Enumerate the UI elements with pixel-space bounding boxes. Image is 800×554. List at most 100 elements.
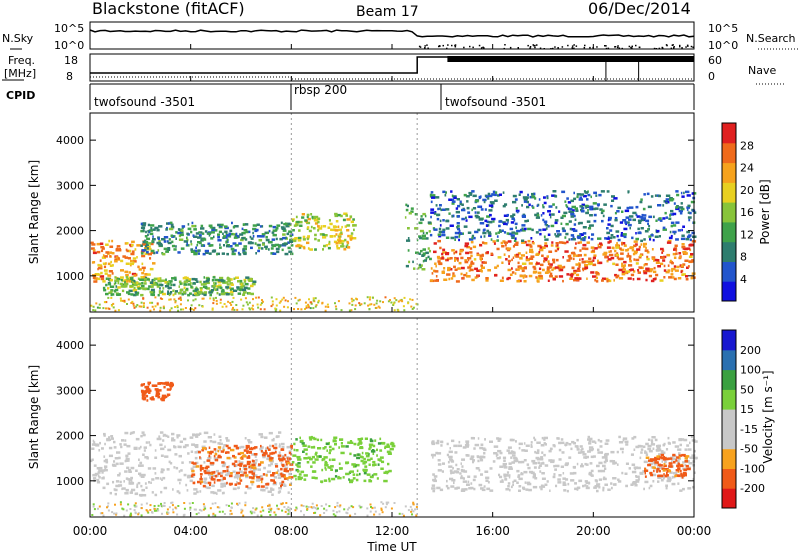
power-cell	[518, 193, 521, 196]
power-cell	[514, 272, 517, 275]
velocity-ground-cell	[98, 505, 101, 508]
velocity-cell	[657, 480, 660, 483]
power-cell	[599, 208, 603, 211]
velocity-colorbar-swatch	[722, 448, 736, 469]
power-cell	[548, 213, 551, 216]
power-ground-cell	[415, 302, 418, 305]
power-cell	[445, 236, 450, 239]
velocity-cell	[253, 475, 255, 478]
power-cell	[503, 214, 509, 217]
power-cell	[629, 206, 634, 209]
power-cell	[166, 226, 168, 230]
power-cell	[428, 230, 431, 233]
velocity-cell	[154, 472, 157, 475]
power-cell	[264, 245, 268, 249]
velocity-cell	[446, 442, 449, 446]
power-cell	[239, 288, 242, 292]
nsearch-label: N.Search	[746, 32, 796, 45]
power-ground-cell	[135, 305, 138, 308]
power-cell	[230, 290, 234, 294]
power-cell	[135, 293, 139, 296]
velocity-cell	[644, 450, 647, 453]
power-cell	[668, 276, 673, 279]
velocity-cell	[544, 483, 548, 486]
power-cell	[646, 268, 650, 271]
power-cell	[665, 198, 670, 201]
velocity-cell	[580, 463, 583, 466]
nsearch-point	[447, 44, 449, 46]
velocity-cell	[300, 439, 304, 443]
velocity-cell	[587, 435, 590, 439]
velocity-cell	[462, 477, 465, 480]
nsearch-point	[463, 46, 465, 49]
power-cell	[507, 259, 511, 263]
power-cell	[669, 259, 672, 263]
velocity-ground-cell	[274, 513, 277, 516]
velocity-cell	[108, 454, 113, 458]
velocity-ground-cell	[170, 501, 173, 504]
power-cell	[322, 225, 327, 228]
velocity-cell	[280, 472, 283, 476]
power-cell	[474, 276, 478, 279]
power-cell	[199, 291, 203, 294]
power-cell	[243, 278, 247, 282]
velocity-ground-cell	[374, 510, 377, 513]
velocity-ground-cell	[238, 502, 241, 505]
velocity-ground-cell	[129, 508, 132, 510]
power-cell	[628, 269, 632, 272]
power-cell	[572, 257, 575, 261]
power-ground-cell	[335, 308, 338, 311]
power-cell	[610, 250, 612, 253]
velocity-cell	[270, 474, 275, 477]
power-ground-cell	[230, 303, 233, 306]
velocity-cell	[132, 431, 135, 434]
velocity-ground-cell	[203, 505, 206, 508]
nsearch-point	[550, 48, 552, 50]
velocity-cell	[191, 461, 194, 464]
velocity-cell	[432, 478, 435, 482]
power-ground-cell	[308, 298, 310, 301]
power-cell	[157, 249, 160, 252]
power-cell	[449, 257, 453, 260]
velocity-cell	[226, 456, 231, 460]
power-cell	[648, 224, 651, 228]
power-ground-cell	[326, 303, 329, 306]
velocity-cell	[461, 458, 465, 461]
power-ground-cell	[350, 309, 353, 312]
velocity-cell	[101, 471, 104, 474]
power-cell	[514, 222, 518, 226]
velocity-cell	[220, 482, 225, 486]
power-cell	[681, 245, 686, 249]
velocity-ground-cell	[260, 514, 263, 517]
velocity-cell	[143, 446, 147, 449]
velocity-cell	[648, 449, 653, 453]
power-cell	[108, 282, 112, 286]
nsearch-point	[533, 45, 535, 47]
power-cell	[620, 252, 624, 255]
velocity-cell	[541, 436, 544, 440]
velocity-cell	[524, 481, 527, 484]
power-cell	[140, 276, 144, 279]
velocity-cell	[503, 475, 507, 478]
power-cell	[197, 236, 202, 239]
velocity-cell	[487, 481, 490, 484]
nsearch-point	[573, 44, 575, 46]
velocity-cell	[456, 468, 460, 471]
power-cell	[486, 251, 489, 254]
power-cell	[510, 234, 515, 237]
velocity-cell	[581, 447, 584, 451]
power-cell	[573, 269, 578, 273]
power-cell	[632, 218, 636, 222]
power-cell	[120, 276, 124, 279]
power-cell	[568, 257, 573, 260]
velocity-cell	[482, 447, 486, 450]
power-cell	[467, 231, 472, 234]
power-ground-cell	[375, 302, 378, 305]
power-cell	[175, 290, 178, 293]
velocity-cell	[477, 437, 480, 440]
velocity-cell	[275, 465, 279, 468]
power-cell	[280, 221, 283, 225]
power-cell	[618, 268, 623, 272]
velocity-cell	[283, 477, 288, 480]
velocity-cell	[448, 465, 453, 468]
